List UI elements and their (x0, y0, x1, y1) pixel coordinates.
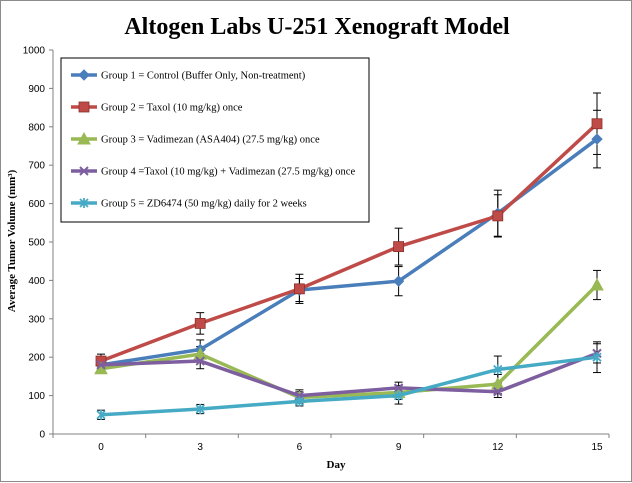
data-point-group-5 (195, 404, 205, 415)
y-tick-label: 900 (28, 84, 45, 95)
legend-entry: Group 4 =Taxol (10 mg/kg) + Vadimezan (2… (101, 167, 355, 178)
data-point-group-3 (490, 377, 505, 390)
legend-entry: Group 5 = ZD6474 (50 mg/kg) daily for 2 … (101, 199, 307, 210)
x-tick-label: 9 (396, 442, 402, 453)
legend-entry: Group 3 = Vadimezan (ASA404) (27.5 mg/kg… (101, 135, 320, 146)
data-point-group-2 (293, 283, 305, 295)
data-point-group-1 (591, 133, 603, 145)
data-point-group-5 (96, 409, 106, 420)
y-tick-label: 600 (28, 199, 45, 210)
data-point-group-2 (492, 210, 504, 222)
data-point-group-5 (493, 364, 503, 375)
x-tick-label: 12 (492, 442, 504, 453)
legend-entry: Group 2 = Taxol (10 mg/kg) once (101, 103, 243, 114)
x-tick-label: 15 (591, 442, 603, 453)
y-tick-label: 800 (28, 122, 45, 133)
x-tick-label: 0 (98, 442, 104, 453)
y-tick-label: 1000 (23, 46, 46, 57)
series-line-group-2 (100, 122, 599, 363)
data-point-group-1 (392, 275, 405, 287)
legend: Group 1 = Control (Buffer Only, Non-trea… (60, 57, 370, 223)
legend-entry: Group 1 = Control (Buffer Only, Non-trea… (101, 71, 306, 82)
legend-swatch-marker (79, 198, 89, 208)
data-point-group-4 (393, 383, 404, 393)
legend-swatch-marker (78, 69, 90, 81)
data-point-group-5 (592, 352, 602, 363)
legend-swatch-marker (78, 101, 90, 113)
y-tick-label: 300 (28, 314, 45, 325)
data-point-group-4 (96, 360, 106, 370)
legend-box (60, 57, 370, 223)
chart-title: Altogen Labs U-251 Xenograft Model (124, 14, 510, 40)
x-tick-label: 3 (197, 442, 203, 453)
data-point-group-5 (393, 390, 404, 401)
y-tick-label: 200 (28, 353, 45, 364)
plot-area: 0 100 200 300 400 500 600 700 800 900 1000 0 3 6 9 12 15 (23, 46, 610, 453)
x-axis-label: Day (327, 459, 346, 471)
series-line-group-5 (100, 355, 598, 417)
data-point-group-2 (591, 118, 603, 130)
y-tick-label: 500 (28, 238, 45, 249)
y-axis-label: Average Tumor Volume (mm³) (6, 169, 18, 312)
series-line-group-4 (100, 351, 598, 398)
y-tick-label: 0 (39, 430, 45, 441)
y-tick-label: 400 (28, 276, 45, 287)
data-point-group-4 (493, 387, 503, 397)
y-tick-label: 700 (28, 161, 45, 172)
legend-swatch-marker (79, 166, 89, 176)
data-point-group-5 (294, 396, 305, 407)
y-tick-label: 100 (28, 391, 45, 402)
data-point-group-3 (193, 347, 208, 360)
data-point-group-3 (590, 277, 604, 291)
data-point-group-2 (194, 318, 206, 329)
legend-swatch-marker (77, 131, 91, 145)
x-tick-label: 6 (297, 442, 303, 453)
data-point-group-2 (393, 241, 405, 253)
data-point-group-4 (195, 356, 205, 366)
